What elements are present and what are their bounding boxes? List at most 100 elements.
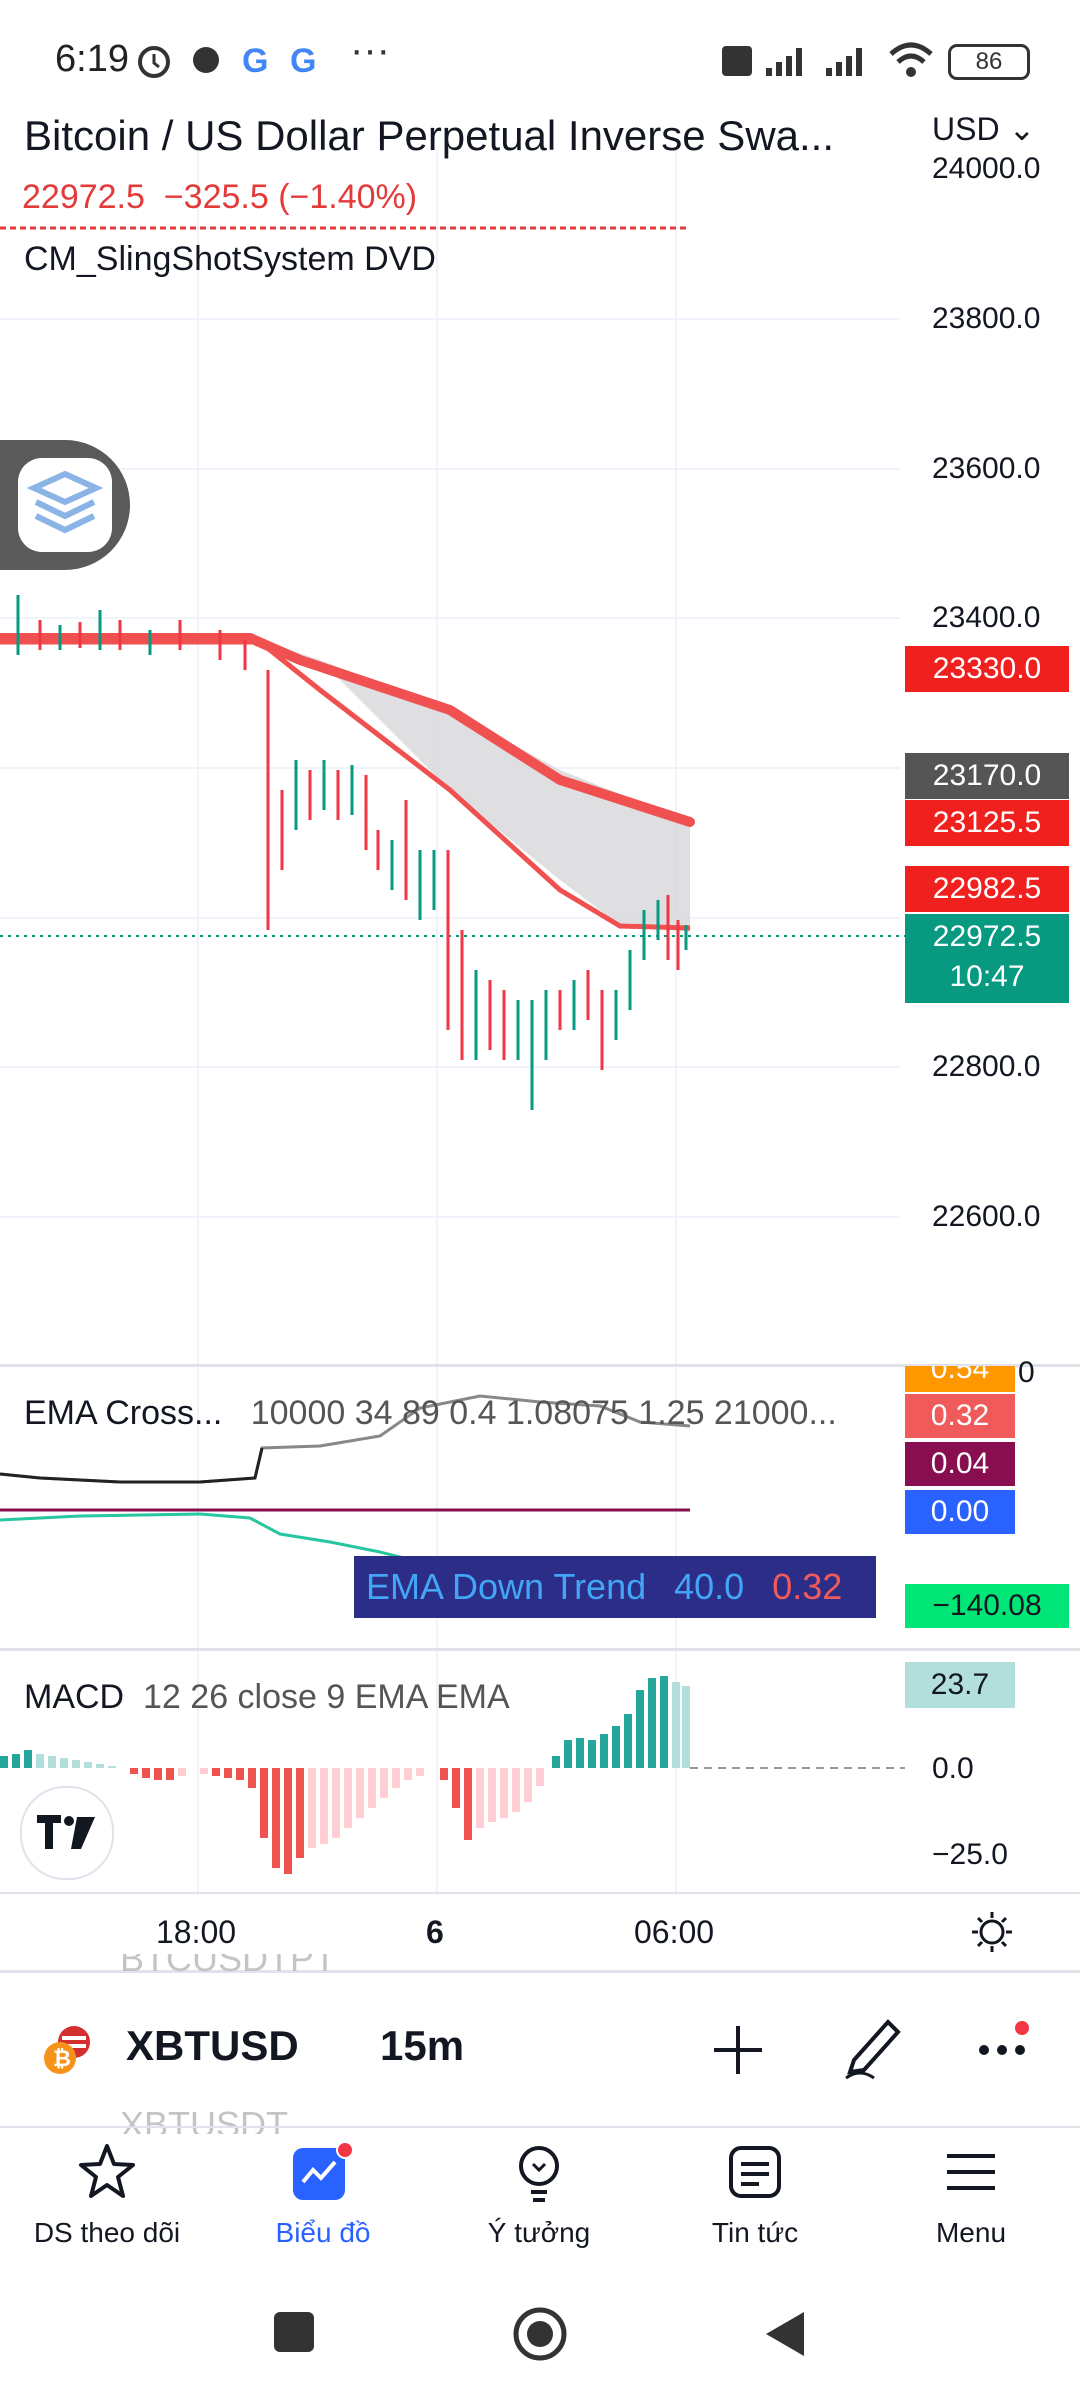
price-tag: 22982.5: [905, 866, 1069, 912]
ema-axis-tag: 0.54: [905, 1366, 1015, 1392]
nav-label: Menu: [935, 2217, 1007, 2248]
price-axis-label: 24000.0: [932, 152, 1041, 185]
ema-axis-tag: −140.08: [905, 1584, 1069, 1628]
trend-value-1: 40.0: [674, 1566, 745, 1607]
candles: [16, 595, 688, 1110]
ema-pane-label[interactable]: EMA Cross... 10000 34 89 0.4 1.08075 1.2…: [24, 1394, 837, 1433]
google-icon-2: G: [290, 42, 316, 76]
time-axis-label: 18:00: [156, 1914, 237, 1950]
pane-separator[interactable]: [0, 1648, 1080, 1651]
app-notification-icon: [193, 47, 219, 73]
time-axis-label: 6: [426, 1914, 444, 1950]
nav-menu[interactable]: Menu: [871, 2140, 1071, 2249]
plus-icon[interactable]: [710, 2022, 766, 2078]
ema-params: 10000 34 89 0.4 1.08075 1.25 21000...: [250, 1394, 837, 1432]
time-axis-label: 06:00: [634, 1914, 715, 1950]
grid-line: [197, 150, 199, 1895]
current-price: 22972.5: [932, 920, 1042, 953]
grid-line: [0, 468, 900, 470]
google-icon: G: [242, 42, 268, 76]
floating-shortcut-button[interactable]: [0, 440, 130, 570]
tradingview-logo-icon: [37, 1815, 95, 1849]
ema-line-dark: [0, 1447, 264, 1484]
status-bar: 6:19 G G ··· 86: [0, 0, 1080, 120]
price-change: 22972.5 −325.5 (−1.40%): [22, 178, 417, 217]
macd-axis-label: 0.0: [932, 1752, 974, 1785]
star-icon: [79, 2144, 135, 2198]
tradingview-logo-button[interactable]: [20, 1786, 114, 1880]
home-icon[interactable]: [512, 2306, 568, 2362]
price-chart[interactable]: [0, 150, 905, 1370]
chart-icon: [293, 2141, 354, 2200]
ema-trend-box: EMA Down Trend 40.0 0.32: [354, 1556, 876, 1618]
chevron-down-icon: ⌄: [1008, 111, 1036, 147]
drawing-pen-icon[interactable]: [840, 2010, 904, 2082]
more-options-icon[interactable]: [974, 2018, 1034, 2078]
ema-axis-partial: 0: [1018, 1356, 1035, 1389]
back-icon[interactable]: [760, 2308, 810, 2360]
more-notifications-icon: ···: [350, 28, 390, 72]
price-tag: 23125.5: [905, 800, 1069, 846]
battery-icon: 86: [948, 44, 1030, 80]
wifi-icon: [889, 42, 933, 77]
price-change-value: −325.5 (−1.40%): [163, 178, 418, 216]
svg-text:G: G: [242, 42, 268, 76]
indicator-label[interactable]: CM_SlingShotSystem DVD: [24, 240, 436, 278]
svg-text:₿: ₿: [53, 2047, 71, 2072]
currency-label: USD: [932, 111, 1000, 147]
macd-chart[interactable]: [0, 1650, 905, 1890]
ema-axis-tag: 0.32: [905, 1394, 1015, 1438]
macd-histogram: [0, 1676, 690, 1874]
bottom-nav-border: [0, 2126, 1080, 2128]
grid-line: [0, 1066, 900, 1068]
settings-sun-icon[interactable]: [970, 1910, 1014, 1954]
trend-value-2: 0.32: [772, 1566, 843, 1607]
bar-countdown: 10:47: [949, 960, 1025, 993]
layers-icon: [26, 470, 104, 534]
macd-axis-tag: 23.7: [905, 1662, 1015, 1708]
next-symbol-clip: XBTUSDT: [120, 2104, 420, 2134]
symbol-selector[interactable]: XBTUSD: [126, 2022, 299, 2069]
macd-pane-label[interactable]: MACD 12 26 close 9 EMA EMA: [24, 1678, 510, 1717]
trend-text: EMA Down Trend: [366, 1566, 647, 1607]
current-price-tag: 22972.5 10:47: [905, 914, 1069, 1003]
ema-label: EMA Cross...: [24, 1394, 223, 1432]
nav-chart[interactable]: Biểu đồ: [223, 2140, 423, 2249]
chart-title[interactable]: Bitcoin / US Dollar Perpetual Inverse Sw…: [24, 112, 835, 159]
grid-line: [0, 917, 900, 919]
symbol-flag-icon: ₿: [44, 2026, 90, 2074]
grid-line: [0, 1216, 900, 1218]
recent-apps-icon[interactable]: [274, 2312, 314, 2352]
nav-news[interactable]: Tin tức: [655, 2140, 855, 2249]
last-price: 22972.5: [22, 178, 145, 216]
nav-ideas[interactable]: Ý tưởng: [439, 2140, 639, 2249]
nav-label: Ý tưởng: [487, 2217, 591, 2248]
news-icon: [729, 2146, 781, 2198]
price-tag: 23330.0: [905, 646, 1069, 692]
grid-line: [436, 150, 438, 1895]
symbol-bar-top-border: [0, 1970, 1080, 1973]
macd-label: MACD: [24, 1678, 125, 1716]
prev-symbol: BTCUSDTPT: [120, 1954, 336, 1979]
interval-selector[interactable]: 15m: [380, 2022, 465, 2069]
grid-line: [0, 318, 900, 320]
ema-fast-line: [0, 639, 691, 931]
nav-watchlist[interactable]: DS theo dõi: [7, 2140, 207, 2249]
price-axis-label: 23600.0: [932, 452, 1041, 485]
signal-icon: [722, 46, 862, 76]
next-symbol: XBTUSDT: [120, 2104, 289, 2134]
lightbulb-icon: [519, 2146, 559, 2202]
grid-line: [0, 617, 900, 619]
price-axis-label: 23800.0: [932, 302, 1041, 335]
ema-axis-tag: 0.04: [905, 1442, 1015, 1486]
ema-slow-line: [0, 633, 695, 827]
pane-separator[interactable]: [0, 1364, 1080, 1367]
price-tag: 23170.0: [905, 753, 1069, 799]
macd-axis-label: −25.0: [932, 1838, 1008, 1871]
price-axis-label: 22800.0: [932, 1050, 1041, 1083]
ema-axis-tag: 0.00: [905, 1490, 1015, 1534]
ema-axis-tag-clip: 0.54: [905, 1366, 1015, 1392]
currency-selector[interactable]: USD ⌄: [932, 110, 1035, 148]
svg-text:G: G: [290, 42, 316, 76]
nav-label: Biểu đồ: [275, 2217, 371, 2248]
